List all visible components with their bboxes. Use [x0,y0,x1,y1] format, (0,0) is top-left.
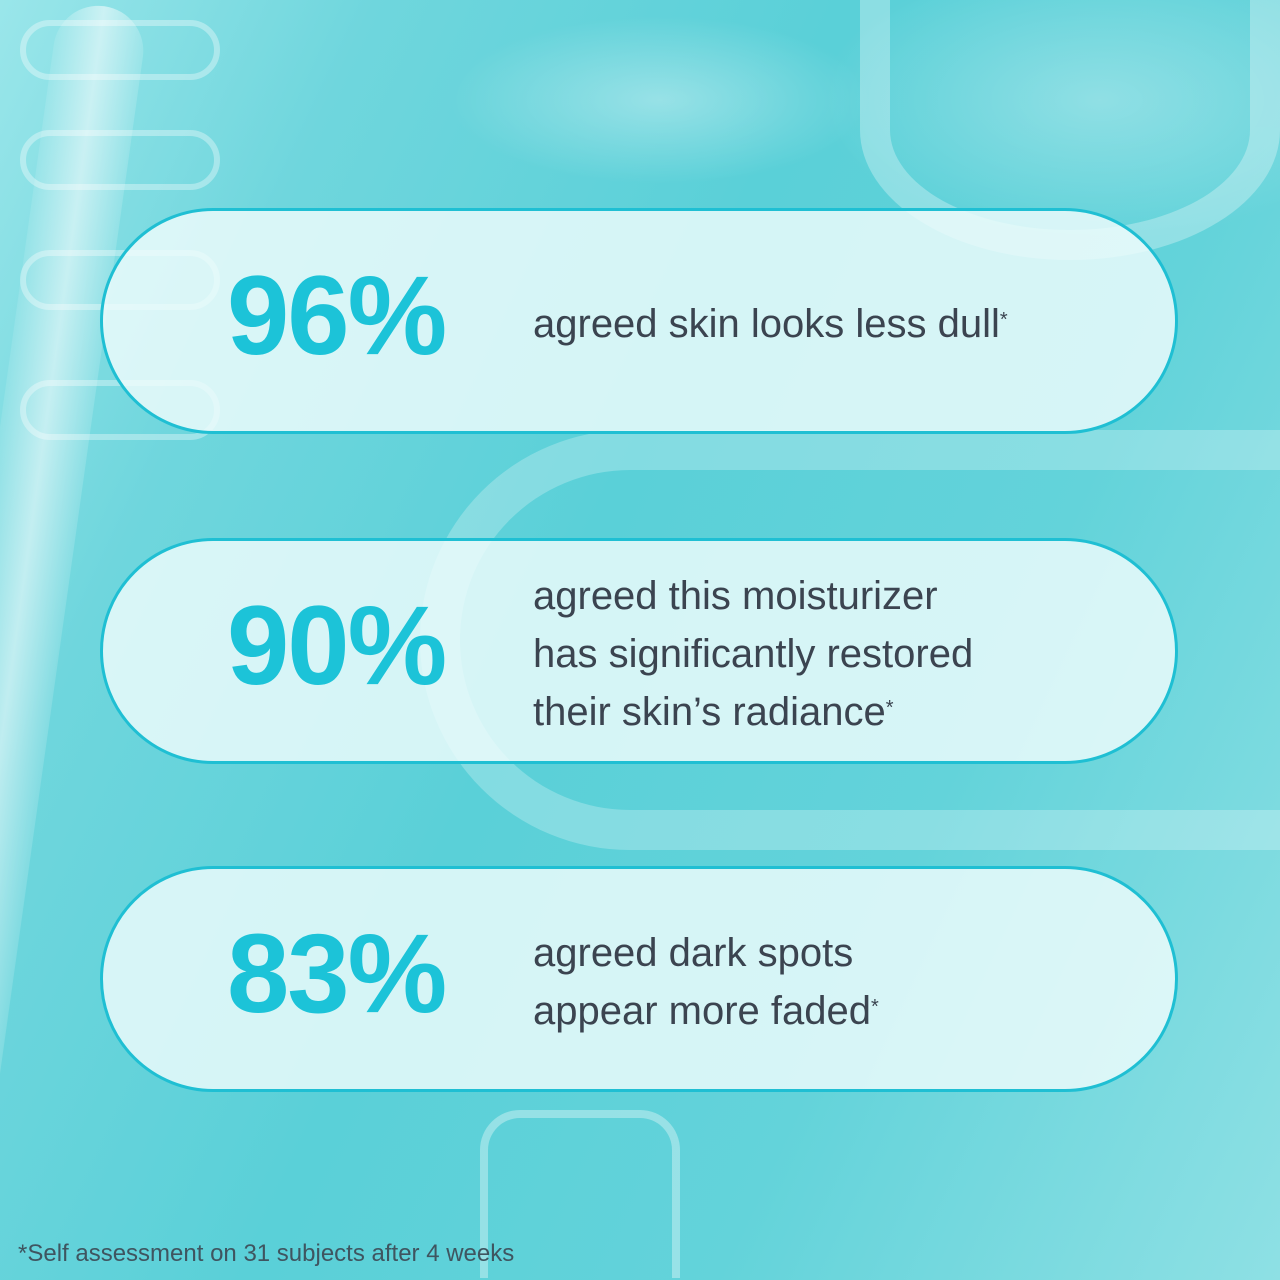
glass-coil [20,20,220,80]
glass-coil [20,130,220,190]
stat-line: agreed skin looks less dull [533,302,1000,346]
stat-line: agreed dark spots [533,931,854,975]
stat-line: appear more faded [533,989,872,1033]
stat-description: agreed skin looks less dull* [533,295,1153,353]
stat-value: 83% [227,911,447,1036]
stat-value: 96% [227,253,447,378]
stat-description: agreed this moisturizer has significantl… [533,567,1153,741]
footnote-mark: * [871,996,879,1018]
footnote-mark: * [999,309,1008,331]
footnote: *Self assessment on 31 subjects after 4 … [18,1240,515,1267]
stat-line: agreed this moisturizer [533,574,938,618]
stat-value: 90% [227,583,447,708]
stat-line: their skin’s radiance [533,690,886,734]
stat-line: has significantly restored [533,632,974,676]
stat-description: agreed dark spots appear more faded* [533,924,1153,1040]
stat-card-2: 90% agreed this moisturizer has signific… [100,538,1178,764]
stat-card-3: 83% agreed dark spots appear more faded* [100,866,1178,1092]
footnote-mark: * [885,697,894,719]
stat-card-1: 96% agreed skin looks less dull* [100,208,1178,434]
